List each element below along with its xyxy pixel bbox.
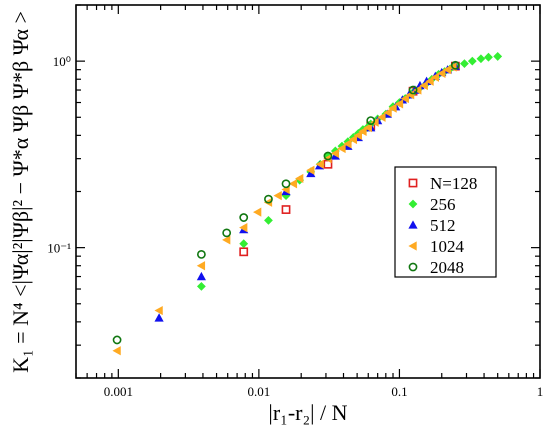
y-tick-label: 10⁻¹ — [47, 241, 71, 256]
data-point — [348, 134, 358, 145]
data-point — [405, 90, 415, 100]
data-point — [264, 194, 273, 204]
data-point — [493, 52, 503, 61]
legend-label-2048: 2048 — [430, 258, 464, 277]
data-point — [415, 80, 425, 90]
data-point — [358, 126, 367, 137]
data-point — [239, 239, 249, 249]
x-axis-title: |r₁-r₂| / N — [268, 400, 347, 425]
y-axis-title: K₁ = N⁴ <|Ψα|²|Ψβ|² − Ψ*α Ψβ Ψ*β Ψα > — [8, 11, 33, 373]
data-point — [484, 52, 493, 62]
legend-label-256: 256 — [430, 195, 456, 214]
data-point — [383, 107, 392, 118]
data-point — [467, 56, 477, 66]
series-2048 — [112, 60, 460, 345]
data-point — [112, 346, 121, 356]
data-point — [112, 335, 122, 345]
data-point — [394, 99, 404, 109]
series-1024 — [112, 62, 457, 356]
legend-markers — [408, 178, 418, 272]
legend-box — [394, 166, 497, 278]
legend-marker — [408, 241, 417, 251]
tick-labels: 0.001 0.01 0.1 1 10⁻¹ 10⁰ — [47, 54, 543, 399]
x-tick-label: 0.01 — [248, 384, 271, 399]
data-point — [430, 72, 439, 82]
data-point — [273, 191, 282, 201]
data-point — [154, 313, 164, 322]
data-point — [239, 213, 249, 222]
data-point — [239, 223, 248, 233]
data-point — [154, 305, 163, 316]
data-point — [400, 93, 409, 104]
data-point — [281, 205, 291, 214]
axis-ticks — [75, 4, 541, 379]
data-point — [460, 59, 469, 69]
data-point — [222, 235, 231, 245]
data-point — [330, 148, 340, 159]
data-point — [343, 139, 352, 149]
data-point — [295, 173, 304, 184]
data-point — [425, 76, 434, 86]
data-point — [196, 271, 206, 281]
data-point — [239, 247, 249, 257]
data-point — [323, 151, 333, 161]
data-point — [315, 159, 324, 169]
data-point — [388, 103, 397, 113]
y-tick-label: 10⁰ — [53, 54, 71, 69]
data-point — [306, 168, 316, 178]
data-point — [222, 228, 232, 238]
data-point — [253, 207, 262, 217]
data-point — [419, 80, 428, 91]
data-point — [377, 112, 386, 122]
x-tick-label: 0.1 — [391, 384, 407, 399]
x-tick-label: 0.001 — [104, 384, 133, 399]
data-point — [323, 151, 333, 161]
legend-marker — [408, 262, 418, 272]
data-point — [366, 116, 376, 125]
data-point — [450, 60, 460, 70]
data-point — [353, 130, 363, 140]
data-point — [281, 179, 291, 189]
data-point — [437, 68, 446, 78]
legend-marker — [408, 220, 418, 229]
x-tick-label: 1 — [537, 384, 544, 399]
legend-label-512: 512 — [430, 216, 456, 235]
data-point — [288, 179, 298, 189]
data-point — [196, 261, 206, 271]
legend-marker — [408, 178, 418, 188]
data-point — [476, 54, 486, 64]
data-point — [337, 143, 346, 154]
data-point — [323, 154, 332, 164]
data-point — [196, 281, 206, 291]
data-point — [408, 85, 418, 95]
data-markers — [112, 52, 503, 356]
legend-marker — [408, 199, 418, 209]
legend: N=128 256 512 1024 2048 — [394, 166, 497, 278]
data-point — [264, 215, 273, 225]
data-point — [363, 123, 372, 133]
legend-label-1024: 1024 — [430, 237, 465, 256]
data-point — [196, 249, 206, 259]
data-point — [306, 165, 315, 175]
legend-label-n128: N=128 — [430, 174, 477, 193]
